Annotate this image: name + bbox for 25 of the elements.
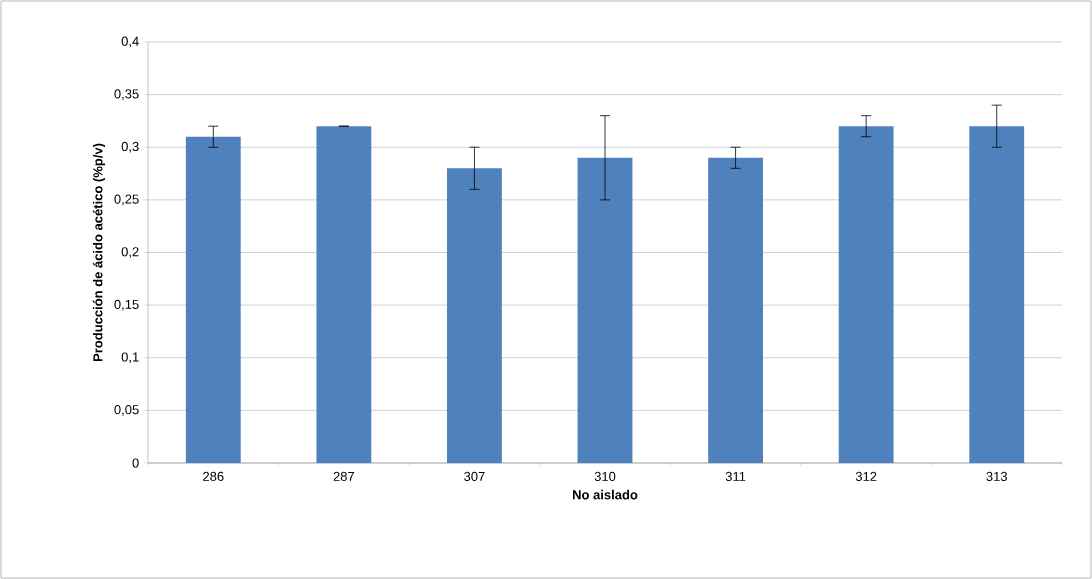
bar	[969, 126, 1025, 463]
y-axis-title: Producción de ácido acético (%p/v)	[92, 143, 106, 362]
x-tick-label: 307	[464, 471, 485, 481]
y-tick-label: 0	[132, 458, 139, 468]
x-tick-label: 311	[725, 471, 746, 481]
y-tick-label: 0,25	[114, 194, 139, 206]
y-tick-label: 0,1	[121, 352, 139, 364]
y-tick-label: 0,35	[114, 89, 139, 100]
y-tick-label: 0,05	[114, 405, 139, 416]
x-tick-label: 312	[855, 471, 877, 481]
x-axis-title: No aislado	[573, 489, 638, 500]
bar	[185, 136, 241, 463]
bar	[577, 157, 633, 463]
bar	[447, 168, 502, 463]
y-tick-label: 0,15	[114, 299, 139, 311]
bar	[316, 126, 372, 463]
x-tick-label: 313	[986, 471, 1007, 481]
y-tick-label: 0,2	[121, 247, 139, 258]
y-tick-label: 0,3	[121, 141, 139, 153]
bar	[708, 157, 763, 463]
x-tick-label: 287	[333, 471, 355, 481]
y-tick-label: 0,4	[121, 36, 139, 48]
x-tick-label: 286	[203, 471, 224, 481]
bar	[838, 126, 894, 463]
x-tick-label: 310	[594, 471, 616, 481]
